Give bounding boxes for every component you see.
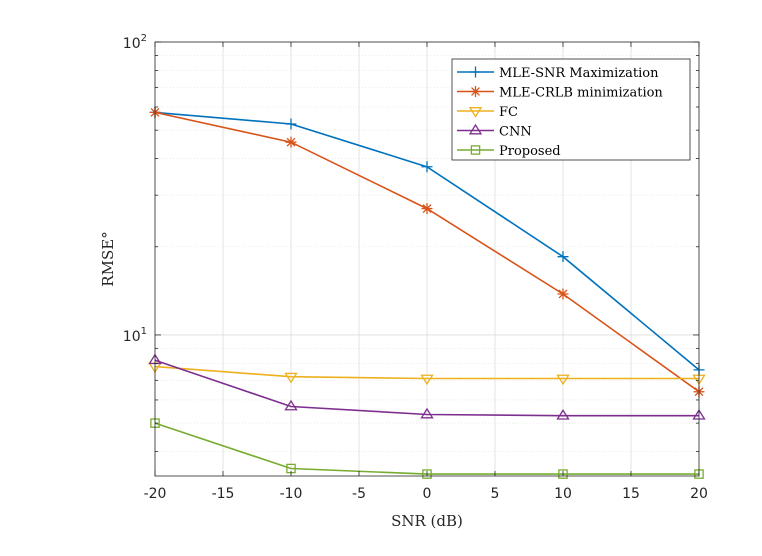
triangle-up-marker (468, 123, 483, 135)
triangle-down-marker (468, 107, 483, 118)
triangle-up-marker (420, 407, 434, 419)
legend-entry: FC (457, 105, 518, 120)
x-tick-label: -10 (280, 486, 303, 502)
asterisk-marker (421, 203, 433, 215)
plus-marker (421, 161, 433, 173)
legend-label: CNN (499, 125, 532, 140)
x-tick-label: -20 (144, 486, 167, 502)
triangle-down-marker (420, 374, 434, 386)
triangle-down-marker (556, 374, 570, 386)
triangle-up-marker (556, 408, 570, 420)
x-tick-label: 5 (491, 486, 500, 502)
plus-marker (557, 251, 569, 263)
y-axis-label: RMSE° (99, 231, 117, 286)
square-marker (558, 469, 568, 479)
legend-label: MLE-CRLB minimization (499, 86, 663, 101)
x-tick-label: -5 (352, 486, 366, 502)
legend-label: MLE-SNR Maximization (499, 66, 659, 81)
asterisk-marker (285, 136, 297, 148)
axes: -20 -15 -10 -5 0 5 10 15 20 101 102 (123, 33, 708, 502)
legend-box (451, 58, 691, 161)
series-line (154, 365, 699, 380)
triangle-down-marker (284, 372, 298, 384)
x-tick-label: 10 (554, 486, 572, 502)
series-line (154, 359, 699, 417)
asterisk-marker (470, 86, 481, 97)
series-fc (148, 362, 706, 386)
triangle-up-marker (284, 399, 298, 411)
legend-label: Proposed (499, 144, 561, 159)
x-axis-label: SNR (dB) (391, 512, 463, 530)
legend-entry: MLE-CRLB minimization (457, 86, 663, 101)
legend: MLE-SNR Maximization MLE-CRLB minimizatio… (451, 58, 691, 161)
legend-entry: MLE-SNR Maximization (457, 66, 659, 81)
x-tick-label: 15 (622, 486, 640, 502)
y-tick-label: 101 (123, 326, 147, 345)
legend-entry: CNN (457, 123, 532, 140)
asterisk-marker (557, 288, 569, 300)
y-tick-label: 102 (123, 33, 147, 52)
x-tick-label: -15 (212, 486, 235, 502)
series-layer (148, 106, 706, 479)
legend-entry: Proposed (457, 144, 561, 159)
x-tick-label: 20 (690, 486, 708, 502)
plus-marker (470, 66, 481, 78)
square-marker (422, 469, 432, 479)
legend-label: FC (499, 105, 518, 120)
plus-marker (285, 118, 297, 130)
square-marker (470, 145, 481, 155)
x-tick-label: 0 (423, 486, 432, 502)
